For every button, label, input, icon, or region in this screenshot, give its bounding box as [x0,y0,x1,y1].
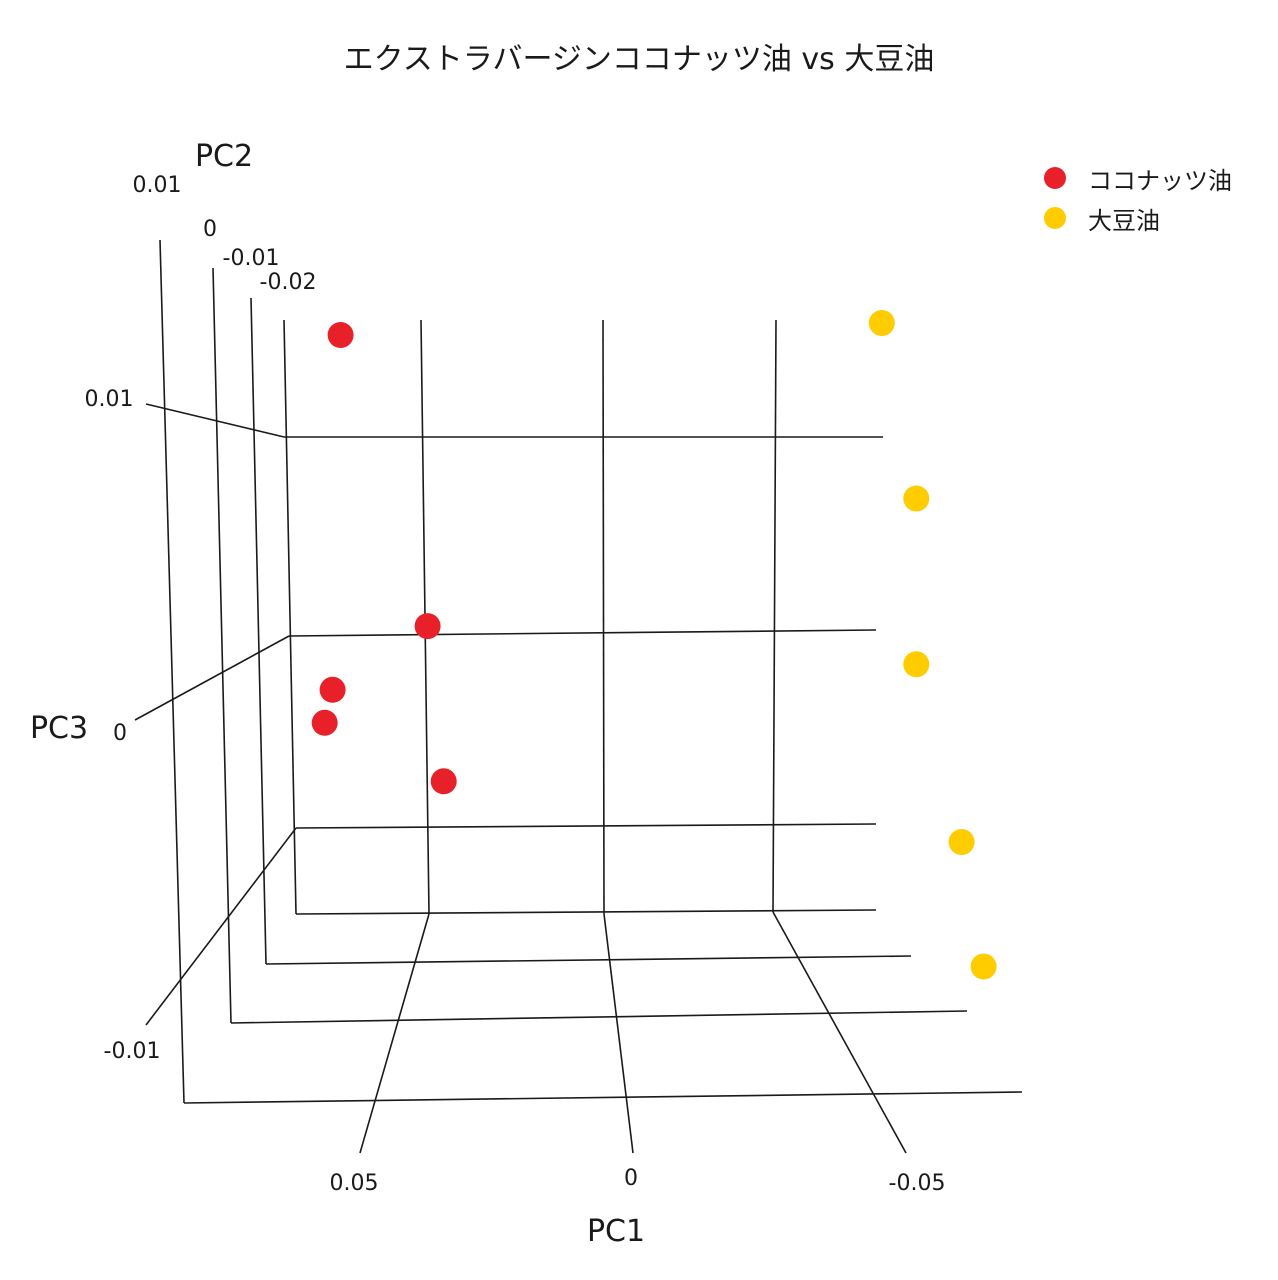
soybean-oil-point [868,310,895,336]
grid-line-floor [359,913,430,1154]
data-points [311,310,997,980]
legend-label: ココナッツ油 [1088,166,1232,195]
soybean-oil-point [970,953,997,980]
chart-title: エクストラバージンココナッツ油 vs 大豆油 [343,42,935,77]
soybean-oil-point [948,829,975,855]
grid-line-vertical [283,319,297,915]
coconut-oil-point [414,613,441,640]
pc3-tick-label: -0.01 [104,1039,161,1064]
grid-line-floor [603,913,634,1154]
pc3-tick-label: 0 [113,721,127,746]
pc2-tick-label: -0.02 [260,270,317,295]
grid-line-horizontal [295,823,877,829]
grid-line-horizontal [288,629,877,637]
grid-line-horizontal [295,909,877,915]
legend-item-soybean: 大豆油 [1044,198,1232,238]
grid-line-floor [183,1091,1023,1104]
coconut-oil-point [327,322,354,348]
soybean-oil-point [903,651,930,678]
grid-line-floor [772,911,907,1154]
legend-marker [1044,207,1066,229]
grid-lines [134,239,1023,1154]
pc3-tick-label: 0.01 [85,387,134,412]
grid-line-wall [145,827,297,1026]
grid-line-wall [145,403,285,438]
grid-line-floor [265,955,912,965]
grid-line-wall [159,239,185,1104]
pc2-tick-label: 0.01 [133,173,182,198]
legend-marker [1044,167,1066,189]
legend-item-coconut: ココナッツ油 [1044,158,1232,198]
pc1-tick-label: 0 [624,1166,638,1191]
coconut-oil-point [430,768,457,795]
pc2-tick-label: -0.01 [223,246,280,271]
grid-line-wall [212,267,232,1024]
legend: ココナッツ油 大豆油 [1044,158,1232,238]
soybean-oil-point [903,485,930,512]
coconut-oil-point [319,676,346,703]
grid-line-wall [134,635,290,721]
grid-line-vertical [602,319,605,915]
grid-line-floor [230,1010,968,1024]
pc1-tick-label: -0.05 [889,1171,946,1196]
grid-line-wall [250,297,267,965]
pc1-tick-label: 0.05 [330,1171,379,1196]
pc2-tick-label: 0 [203,217,217,242]
grid-line-vertical [772,319,777,913]
pc3-axis-title: PC3 [30,711,88,746]
pc2-axis-title: PC2 [195,139,253,174]
pc1-axis-title: PC1 [587,1214,645,1249]
coconut-oil-point [311,709,338,736]
legend-label: 大豆油 [1088,206,1160,235]
